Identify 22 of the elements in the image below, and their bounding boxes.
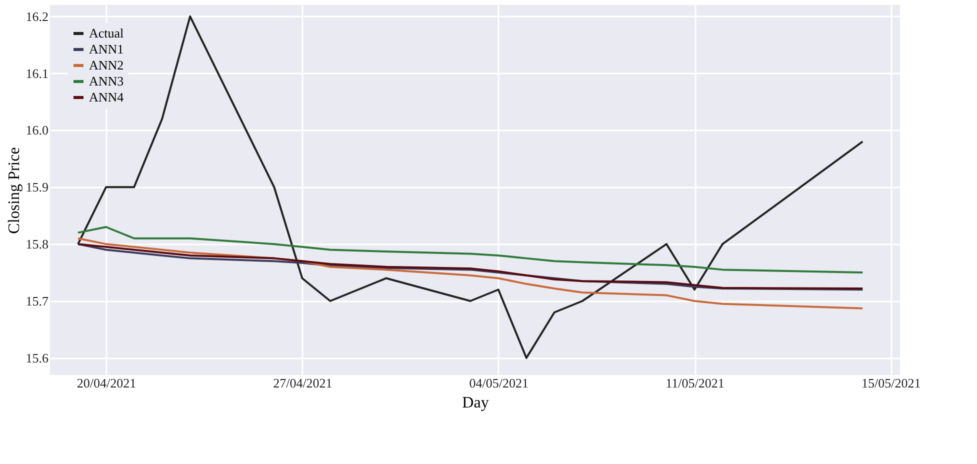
legend-label: ANN2: [89, 58, 124, 72]
legend-label: ANN1: [89, 42, 124, 56]
legend-label: Actual: [89, 26, 124, 40]
x-tick-label: 15/05/2021: [862, 376, 921, 390]
x-tick-label: 04/05/2021: [469, 376, 528, 390]
line-series: [77, 226, 864, 274]
x-axis-title: Day: [462, 394, 489, 412]
y-tick-label: 16.1: [26, 66, 48, 81]
x-tick-label: 11/05/2021: [666, 376, 724, 390]
y-tick-label: 16.0: [26, 122, 48, 138]
y-tick-label: 15.9: [26, 180, 48, 195]
legend-label: ANN3: [89, 74, 124, 88]
y-axis-title: Closing Price: [6, 147, 23, 234]
x-tick-label: 27/04/2021: [273, 376, 332, 390]
x-tick-label: 20/04/2021: [76, 376, 136, 390]
line-series: [77, 237, 864, 310]
y-tick-label: 15.6: [26, 350, 49, 366]
y-tick-label: 16.2: [26, 8, 48, 24]
line-series: [77, 15, 864, 359]
y-tick-label: 15.7: [26, 294, 49, 308]
legend-label: ANN4: [89, 90, 124, 104]
y-tick-label: 15.8: [26, 236, 48, 252]
